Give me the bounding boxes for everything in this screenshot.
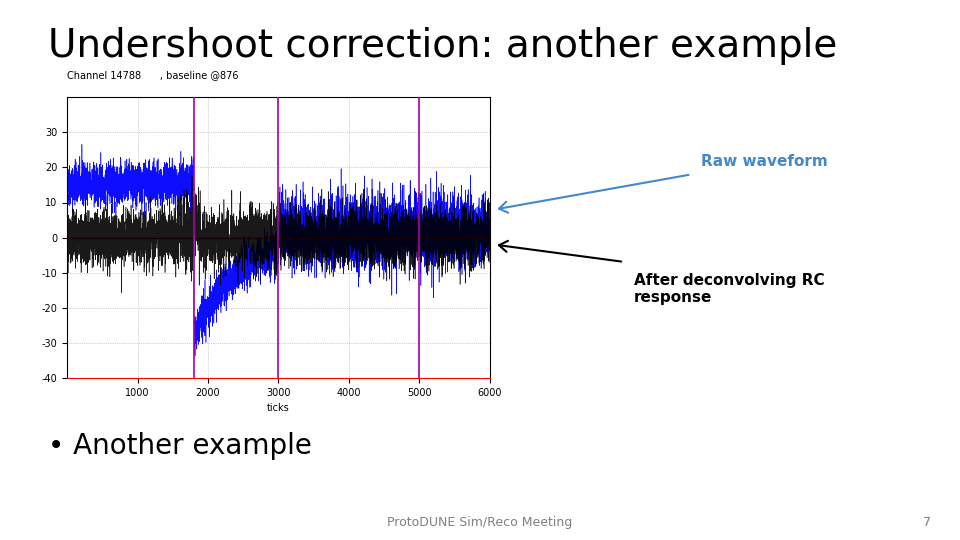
X-axis label: ticks: ticks [267,403,290,413]
Text: Channel 14788      , baseline @876: Channel 14788 , baseline @876 [67,70,239,80]
Text: 7: 7 [924,516,931,529]
Text: • Another example: • Another example [48,432,312,460]
Text: After deconvolving RC
response: After deconvolving RC response [634,273,825,305]
Text: ProtoDUNE Sim/Reco Meeting: ProtoDUNE Sim/Reco Meeting [388,516,572,529]
Text: Undershoot correction: another example: Undershoot correction: another example [48,27,837,65]
Text: Raw waveform: Raw waveform [701,154,828,169]
